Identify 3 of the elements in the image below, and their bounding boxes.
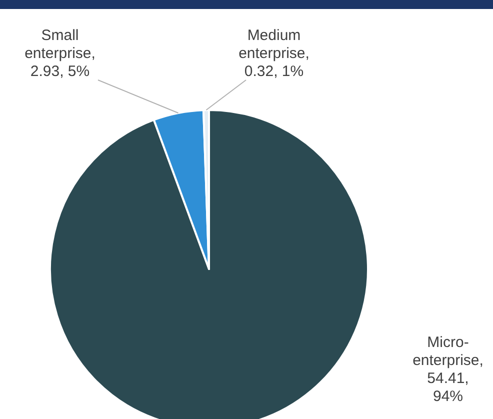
- slice-label: Micro-enterprise, 54.41, 94%: [412, 334, 484, 405]
- slice-label: Small enterprise, 2.93, 5%: [24, 27, 96, 80]
- slice-label: Medium enterprise, 0.32, 1%: [238, 27, 310, 80]
